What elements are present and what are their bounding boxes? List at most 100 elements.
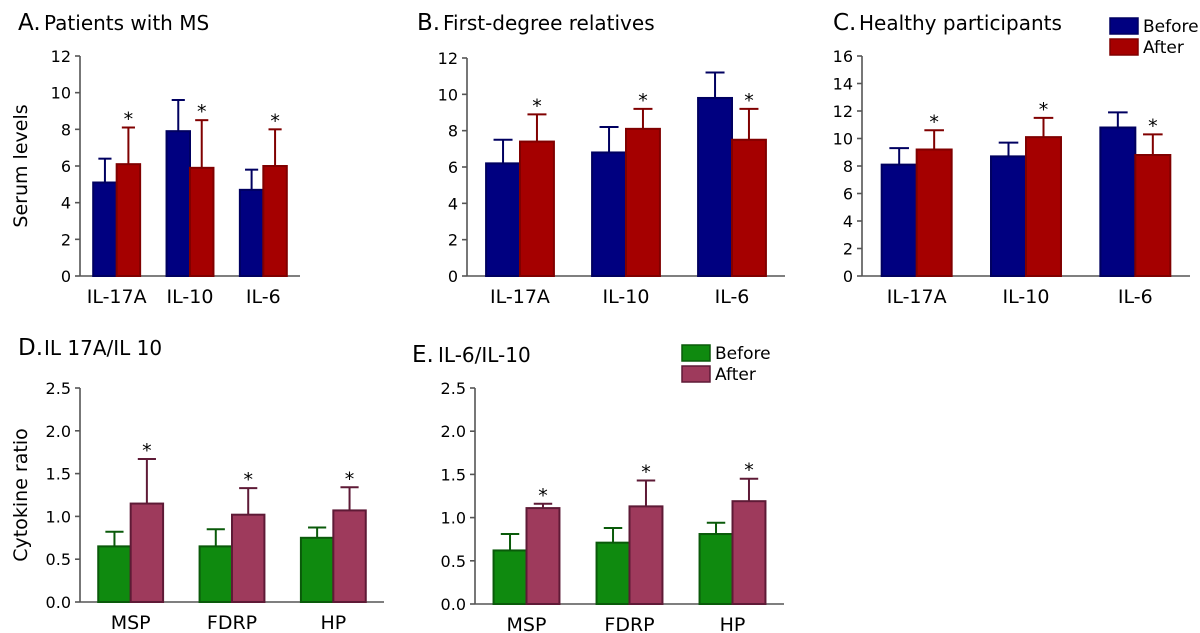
y-tick-label: 12 [833, 102, 853, 121]
y-tick-label: 0 [843, 267, 853, 286]
chart-panel-b: B. First-degree relatives 0 2 4 6 8 10 12 * IL-17A… [417, 10, 785, 308]
x-tick-label: IL-17A [87, 286, 147, 308]
legend-swatch [1109, 17, 1139, 35]
significance-marker: * [124, 109, 134, 131]
y-tick-label: 0 [448, 267, 458, 286]
y-tick-label: 4 [61, 194, 71, 213]
bar-before [165, 130, 192, 277]
y-tick-label: 2.0 [441, 422, 466, 441]
bar-after [525, 507, 561, 606]
bar-before [880, 163, 918, 277]
x-tick-label: FDRP [207, 612, 257, 633]
y-tick-label: 1.5 [46, 465, 71, 484]
significance-marker: * [243, 469, 253, 491]
significance-marker: * [197, 101, 207, 123]
bar-before [299, 536, 335, 603]
y-tick-label: 12 [438, 49, 458, 68]
y-tick-label: 2.5 [441, 379, 466, 398]
y-tick-label: 0 [61, 267, 71, 286]
x-tick-label: IL-17A [490, 286, 550, 308]
bar-before [492, 549, 528, 606]
y-tick-label: 8 [843, 157, 853, 176]
y-tick-label: 0.0 [46, 593, 71, 612]
x-tick-label: IL-10 [603, 286, 650, 308]
panel-title: IL 17A/IL 10 [44, 336, 162, 360]
x-tick-label: FDRP [604, 614, 654, 633]
panel-letter: C. [833, 10, 856, 36]
y-tick-label: 0.5 [46, 550, 71, 569]
chart-panel-d: D. IL 17A/IL 10 Cytokine ratio 0.0 0.5 1.0 1.5… [10, 335, 384, 633]
panel-title: IL-6/IL-10 [438, 343, 531, 367]
bar-after [628, 505, 664, 606]
y-tick-label: 10 [833, 130, 853, 149]
panel-letter: E. [412, 342, 434, 368]
x-tick-label: HP [320, 612, 346, 633]
y-tick-label: 4 [843, 212, 853, 231]
bar-after [915, 148, 953, 277]
y-tick-label: 4 [448, 194, 458, 213]
y-tick-label: 2 [843, 240, 853, 259]
panel-letter: D. [18, 335, 43, 361]
panel-title: First-degree relatives [443, 11, 655, 35]
bar-after [1134, 154, 1172, 277]
y-tick-label: 6 [61, 157, 71, 176]
y-tick-label: 8 [448, 122, 458, 141]
bar-after [1025, 136, 1062, 277]
significance-marker: * [142, 440, 152, 462]
bar-after [231, 513, 266, 603]
chart-panel-e: E. IL-6/IL-10 0.0 0.5 1.0 1.5 2.0 2.5 * MSP * FDRP *… [412, 342, 784, 633]
x-tick-label: IL-10 [167, 286, 214, 308]
significance-marker: * [1148, 115, 1158, 137]
y-tick-label: 0.0 [441, 595, 466, 614]
legend-swatch [681, 344, 711, 362]
bar-after [332, 509, 367, 603]
y-tick-label: 2.5 [46, 379, 71, 398]
y-tick-label: 10 [51, 84, 71, 103]
bar-before [595, 541, 631, 606]
y-tick-label: 2.0 [46, 422, 71, 441]
y-tick-label: 2 [61, 230, 71, 249]
bar-after [129, 502, 165, 603]
significance-marker: * [744, 460, 754, 482]
x-tick-label: MSP [111, 612, 151, 633]
significance-marker: * [1039, 99, 1049, 121]
x-tick-label: IL-6 [246, 286, 281, 308]
x-tick-label: IL-6 [715, 286, 750, 308]
bar-after [262, 165, 288, 277]
bar-after [115, 163, 142, 278]
chart-panel-c: C. Healthy participants 0 2 4 6 8 10 12 14 16 * IL-1… [833, 10, 1199, 308]
bar-before [238, 188, 265, 277]
y-tick-label: 10 [438, 85, 458, 104]
bar-before [697, 96, 734, 278]
y-tick-label: 14 [833, 75, 853, 94]
y-tick-label: 6 [448, 158, 458, 177]
y-tick-label: 2 [448, 231, 458, 250]
significance-marker: * [270, 110, 280, 132]
panel-letter: A. [18, 10, 41, 36]
y-tick-label: 6 [843, 185, 853, 204]
y-tick-label: 0.5 [441, 552, 466, 571]
legend-label: Before [715, 344, 771, 364]
significance-marker: * [538, 485, 548, 507]
bar-before [198, 545, 233, 603]
panel-letter: B. [417, 10, 440, 36]
panel-title: Patients with MS [44, 11, 209, 35]
significance-marker: * [345, 468, 355, 490]
y-tick-label: 1.0 [441, 509, 466, 528]
bar-after [189, 166, 215, 277]
bar-after [731, 500, 767, 605]
bar-before [1099, 126, 1137, 277]
bar-after [731, 138, 767, 277]
bar-before [990, 155, 1027, 277]
bar-before [97, 545, 132, 603]
bar-after [519, 140, 555, 277]
y-tick-label: 8 [61, 120, 71, 139]
significance-marker: * [744, 90, 754, 112]
y-tick-label: 16 [833, 47, 853, 66]
panel-title: Healthy participants [859, 11, 1062, 35]
x-tick-label: IL-10 [1003, 286, 1050, 308]
y-tick-label: 1.0 [46, 507, 71, 526]
